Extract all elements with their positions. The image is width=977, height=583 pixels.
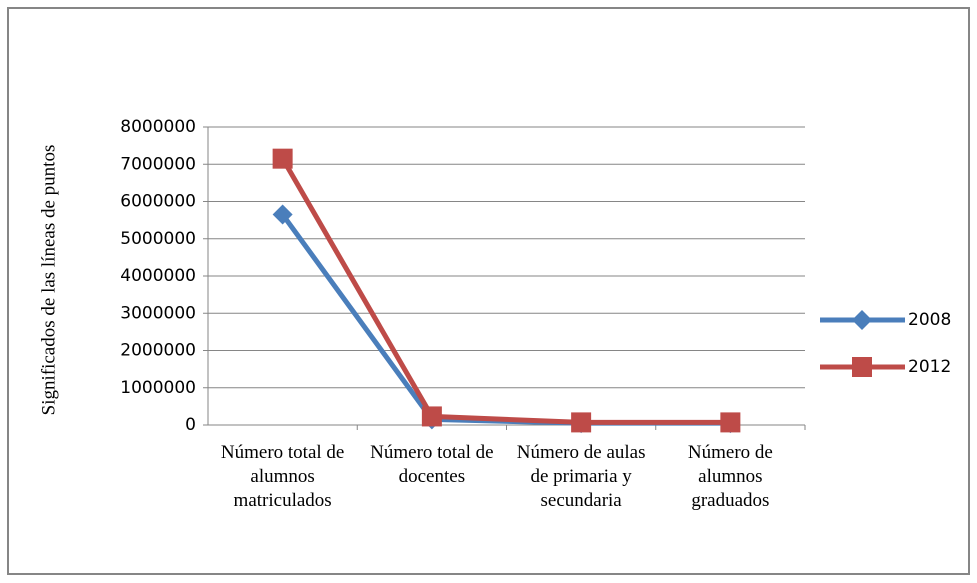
y-tick-label: 1000000 (120, 378, 196, 398)
data-point (272, 148, 293, 169)
y-tick-label: 0 (185, 415, 196, 435)
y-tick-label: 8000000 (120, 117, 196, 137)
data-point (272, 204, 293, 225)
data-point (421, 406, 442, 427)
y-tick-label: 5000000 (120, 229, 196, 249)
data-point (571, 412, 592, 433)
y-tick-label: 3000000 (120, 303, 196, 323)
legend-marker (852, 310, 872, 330)
series-line (280, 157, 731, 425)
chart-border (7, 7, 970, 575)
legend-label: 2012 (908, 357, 951, 377)
legend-marker (852, 357, 872, 377)
x-tick-label: Número de alumnos graduados (687, 442, 773, 511)
x-tick-label: Número total de alumnos matriculados (220, 442, 345, 511)
x-tick-label: Número de aulas de primaria y secundaria (516, 442, 646, 511)
y-tick-label: 7000000 (120, 154, 196, 174)
y-tick-label: 2000000 (120, 341, 196, 361)
y-tick-label: 6000000 (120, 192, 196, 212)
data-point (720, 412, 741, 433)
y-axis-label: Significados de las líneas de puntos (38, 145, 59, 416)
legend-label: 2008 (908, 310, 951, 330)
y-tick-label: 4000000 (120, 266, 196, 286)
x-tick-label: Número total de docentes (370, 442, 494, 487)
